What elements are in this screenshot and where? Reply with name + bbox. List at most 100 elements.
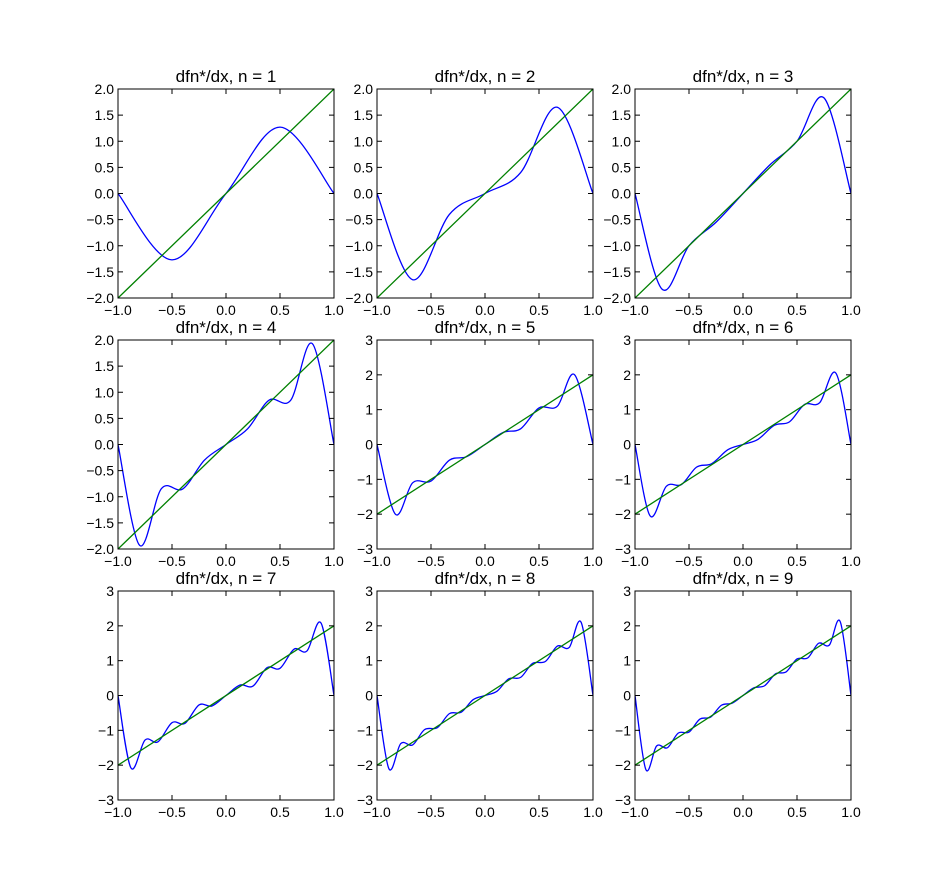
y-tick-label: 1.5 (354, 107, 374, 123)
y-tick-label: 2.0 (95, 81, 115, 97)
series-line-exact (377, 625, 593, 766)
x-tick-label: 0.5 (787, 553, 807, 569)
subplot-n-4: dfn*/dx, n = 4 −1.0 −0.5 0.0 0.5 1.0 −2.0 −1.5 −… (86, 318, 344, 569)
y-tick-label: −1.5 (345, 264, 373, 280)
x-tick-label: −0.5 (417, 553, 445, 569)
x-tick-label: 0.0 (216, 804, 236, 820)
x-tick-label: −1.0 (363, 553, 391, 569)
x-tick-label: 0.5 (270, 804, 290, 820)
x-tick-label: 1.0 (841, 553, 861, 569)
subplot-title: dfn*/dx, n = 2 (435, 67, 536, 86)
y-tick-label: −3 (615, 792, 631, 808)
x-tick-label: 1.0 (583, 804, 603, 820)
series-line-exact (118, 340, 334, 549)
subplot-title: dfn*/dx, n = 8 (435, 569, 536, 588)
y-tick-label: −1 (98, 722, 114, 738)
y-tick-label: 0 (365, 437, 373, 453)
y-tick-label: 1.0 (612, 133, 632, 149)
y-tick-label: 0.0 (95, 437, 115, 453)
x-tick-label: −0.5 (417, 804, 445, 820)
series-line-exact (377, 89, 593, 298)
x-tick-label: 0.0 (733, 553, 753, 569)
y-tick-label: 2 (106, 618, 114, 634)
x-tick-label: −1.0 (621, 302, 649, 318)
x-tick-label: −1.0 (104, 302, 132, 318)
x-tick-label: 1.0 (324, 553, 344, 569)
y-tick-label: 1.0 (354, 133, 374, 149)
subplot-n-2: dfn*/dx, n = 2 −1.0 −0.5 0.0 0.5 1.0 −2.0 −1.5 −… (345, 67, 603, 318)
y-tick-label: 2 (365, 618, 373, 634)
y-tick-label: 1.5 (95, 358, 115, 374)
y-tick-label: 0 (365, 688, 373, 704)
x-tick-label: 0.5 (529, 302, 549, 318)
x-tick-label: 0.5 (270, 553, 290, 569)
x-tick-label: −0.5 (675, 804, 703, 820)
series-line-exact (377, 374, 593, 515)
y-tick-label: 2 (365, 367, 373, 383)
y-tick-label: 0 (106, 688, 114, 704)
x-tick-label: −0.5 (158, 302, 186, 318)
y-tick-label: 3 (365, 332, 373, 348)
y-tick-label: 1 (623, 653, 631, 669)
y-tick-label: 3 (106, 583, 114, 599)
x-tick-label: 0.0 (216, 553, 236, 569)
subplot-title: dfn*/dx, n = 1 (176, 67, 277, 86)
y-tick-label: 3 (623, 583, 631, 599)
x-tick-label: 0.5 (787, 804, 807, 820)
y-tick-label: −1.0 (86, 489, 114, 505)
x-tick-label: −1.0 (363, 804, 391, 820)
subplot-n-6: dfn*/dx, n = 6 −1.0 −0.5 0.0 0.5 1.0 −3 −2 −1 0 1 2… (615, 318, 861, 569)
x-tick-label: 1.0 (324, 804, 344, 820)
y-tick-label: 2 (623, 367, 631, 383)
subplot-n-9: dfn*/dx, n = 9 −1.0 −0.5 0.0 0.5 1.0 −3 −2 −1 0 1 2… (615, 569, 861, 820)
y-tick-label: 1.5 (612, 107, 632, 123)
y-tick-label: −2.0 (86, 290, 114, 306)
y-tick-label: −1.0 (603, 238, 631, 254)
x-tick-label: 0.0 (475, 553, 495, 569)
series-line-exact (118, 625, 334, 766)
x-tick-label: 0.5 (529, 553, 549, 569)
y-tick-label: 2 (623, 618, 631, 634)
y-tick-label: −0.5 (345, 212, 373, 228)
y-tick-label: −3 (98, 792, 114, 808)
x-tick-label: 0.0 (216, 302, 236, 318)
y-tick-label: 0 (623, 437, 631, 453)
y-tick-label: −1 (615, 722, 631, 738)
y-tick-label: −2.0 (86, 541, 114, 557)
y-tick-label: −2.0 (603, 290, 631, 306)
x-tick-label: −1.0 (621, 553, 649, 569)
y-tick-label: −2.0 (345, 290, 373, 306)
x-tick-label: −0.5 (675, 553, 703, 569)
subplot-title: dfn*/dx, n = 5 (435, 318, 536, 337)
x-tick-label: −1.0 (104, 553, 132, 569)
y-tick-label: 1 (106, 653, 114, 669)
y-tick-label: −0.5 (86, 463, 114, 479)
y-tick-label: −0.5 (86, 212, 114, 228)
y-tick-label: −2 (357, 757, 373, 773)
subplot-title: dfn*/dx, n = 7 (176, 569, 277, 588)
subplot-title: dfn*/dx, n = 4 (176, 318, 277, 337)
x-tick-label: 0.0 (733, 804, 753, 820)
x-tick-label: −0.5 (158, 553, 186, 569)
y-tick-label: 1.0 (95, 384, 115, 400)
y-tick-label: −3 (357, 792, 373, 808)
y-tick-label: −1 (615, 471, 631, 487)
series-line-exact (635, 374, 851, 515)
y-tick-label: −1.0 (345, 238, 373, 254)
y-tick-label: 0.0 (95, 186, 115, 202)
y-tick-label: 2.0 (354, 81, 374, 97)
y-tick-label: 1 (365, 402, 373, 418)
y-tick-label: 0 (623, 688, 631, 704)
y-tick-label: 0.5 (354, 159, 374, 175)
x-tick-label: 1.0 (583, 302, 603, 318)
y-tick-label: −2 (357, 506, 373, 522)
subplot-n-1: dfn*/dx, n = 1 −1.0 −0.5 0.0 0.5 1.0 −2.0 −1.5 −… (86, 67, 344, 318)
y-tick-label: −2 (615, 757, 631, 773)
y-tick-label: 0.0 (612, 186, 632, 202)
subplot-title: dfn*/dx, n = 9 (693, 569, 794, 588)
x-tick-label: 1.0 (841, 804, 861, 820)
series-line-exact (635, 89, 851, 298)
x-tick-label: 0.5 (529, 804, 549, 820)
x-tick-label: −1.0 (621, 804, 649, 820)
